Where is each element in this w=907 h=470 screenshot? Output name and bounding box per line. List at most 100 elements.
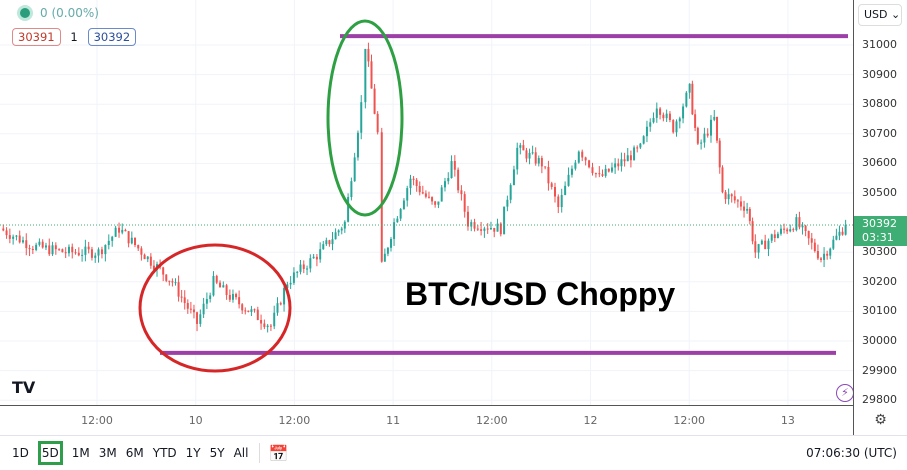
candle-body: [302, 264, 305, 269]
candle-body: [402, 200, 405, 210]
candle-body: [121, 229, 124, 233]
candle-body: [838, 231, 841, 236]
candle-body: [724, 192, 727, 200]
range-1y[interactable]: 1Y: [185, 446, 201, 460]
candle-body: [594, 173, 597, 175]
ask-button[interactable]: 30392: [87, 28, 137, 46]
candle-body: [235, 293, 238, 298]
calendar-goto-icon[interactable]: 📅: [268, 443, 289, 463]
currency-select[interactable]: USD ⌄: [858, 4, 902, 26]
chevron-down-icon: ⌄: [891, 8, 901, 21]
candle-body: [58, 249, 61, 251]
bid-button[interactable]: 30391: [12, 28, 61, 46]
candle-body: [15, 235, 18, 237]
candle-body: [730, 194, 733, 197]
price-chart[interactable]: [0, 0, 853, 405]
candle-body: [691, 83, 694, 115]
candle-body: [209, 295, 212, 300]
candle-body: [238, 297, 241, 305]
candle-body: [493, 227, 496, 232]
candle-body: [639, 143, 642, 148]
range-ytd[interactable]: YTD: [152, 446, 177, 460]
candle-body: [835, 235, 838, 240]
candle-body: [668, 113, 671, 121]
candle-body: [215, 275, 218, 283]
settings-gear-icon[interactable]: ⚙: [853, 405, 907, 435]
candle-body: [773, 234, 776, 239]
candle-body: [746, 208, 749, 211]
candle-body: [124, 229, 127, 232]
candle-body: [360, 102, 363, 133]
candle-body: [421, 192, 424, 194]
price-axis[interactable]: USD ⌄ 31000 30900 30800 30700 30600 30500 3030…: [853, 0, 907, 406]
candle-body: [219, 282, 222, 288]
candle-body: [519, 145, 522, 148]
candle-body: [626, 155, 629, 162]
candle-body: [655, 108, 658, 118]
candle-body: [328, 240, 331, 245]
candle-body: [623, 159, 626, 162]
candle-body: [496, 223, 499, 232]
candle-body: [739, 201, 742, 207]
candle-body: [315, 256, 318, 260]
candle-body: [748, 208, 751, 222]
candle-body: [340, 228, 343, 231]
clock: 07:06:30 (UTC): [806, 446, 897, 460]
range-1m[interactable]: 1M: [71, 446, 90, 460]
range-5y[interactable]: 5Y: [209, 446, 225, 460]
candle-body: [764, 240, 767, 250]
candle-body: [373, 88, 376, 114]
bottom-toolbar: 1D 5D 1M 3M 6M YTD 1Y 5Y All 📅 07:06:30 (UTC): [0, 435, 907, 470]
candle-body: [810, 238, 813, 243]
candle-body: [727, 194, 730, 200]
candle-body: [202, 303, 205, 315]
consolidation-circle: [138, 243, 292, 373]
candle-body: [480, 229, 483, 231]
candle-body: [460, 190, 463, 195]
candle-body: [183, 297, 186, 304]
candle-body: [567, 174, 570, 186]
candle-body: [614, 163, 617, 168]
range-3m[interactable]: 3M: [98, 446, 117, 460]
candle-body: [795, 217, 798, 231]
candle-body: [678, 118, 681, 122]
candle-body: [380, 132, 383, 262]
candle-body: [337, 230, 340, 233]
candle-body: [292, 272, 295, 283]
candle-body: [767, 240, 770, 250]
range-all[interactable]: All: [233, 446, 249, 460]
candle-body: [38, 241, 41, 245]
candle-body: [343, 221, 346, 229]
candle-body: [424, 193, 427, 197]
candle-body: [574, 162, 577, 169]
range-1d[interactable]: 1D: [12, 446, 29, 460]
range-6m[interactable]: 6M: [125, 446, 144, 460]
candle-body: [353, 157, 356, 182]
candle-body: [8, 235, 11, 239]
candle-body: [700, 142, 703, 144]
candle-body: [779, 228, 782, 234]
candle-body: [54, 245, 57, 250]
lightning-icon[interactable]: ⚡: [836, 384, 854, 402]
candle-body: [409, 178, 412, 189]
candle-body: [642, 136, 645, 144]
candle-body: [406, 188, 409, 201]
candle-body: [783, 228, 786, 230]
candle-body: [801, 225, 804, 228]
candle-body: [165, 274, 168, 281]
candle-body: [649, 122, 652, 127]
candle-body: [312, 256, 315, 259]
candle-body: [127, 231, 130, 244]
candle-body: [804, 225, 807, 231]
status-dot-icon: [20, 8, 30, 18]
candle-body: [84, 246, 87, 255]
price-tick: 30900: [862, 67, 897, 81]
candle-body: [486, 228, 489, 230]
range-5d[interactable]: 5D: [37, 441, 63, 465]
time-axis[interactable]: 12:00 10 12:00 11 12:00 12 12:00 13: [0, 405, 853, 435]
tradingview-logo[interactable]: TV: [12, 378, 36, 397]
candle-body: [319, 249, 322, 260]
candle-body: [350, 181, 353, 198]
candle-body: [665, 113, 668, 119]
breakout-circle: [326, 19, 404, 217]
